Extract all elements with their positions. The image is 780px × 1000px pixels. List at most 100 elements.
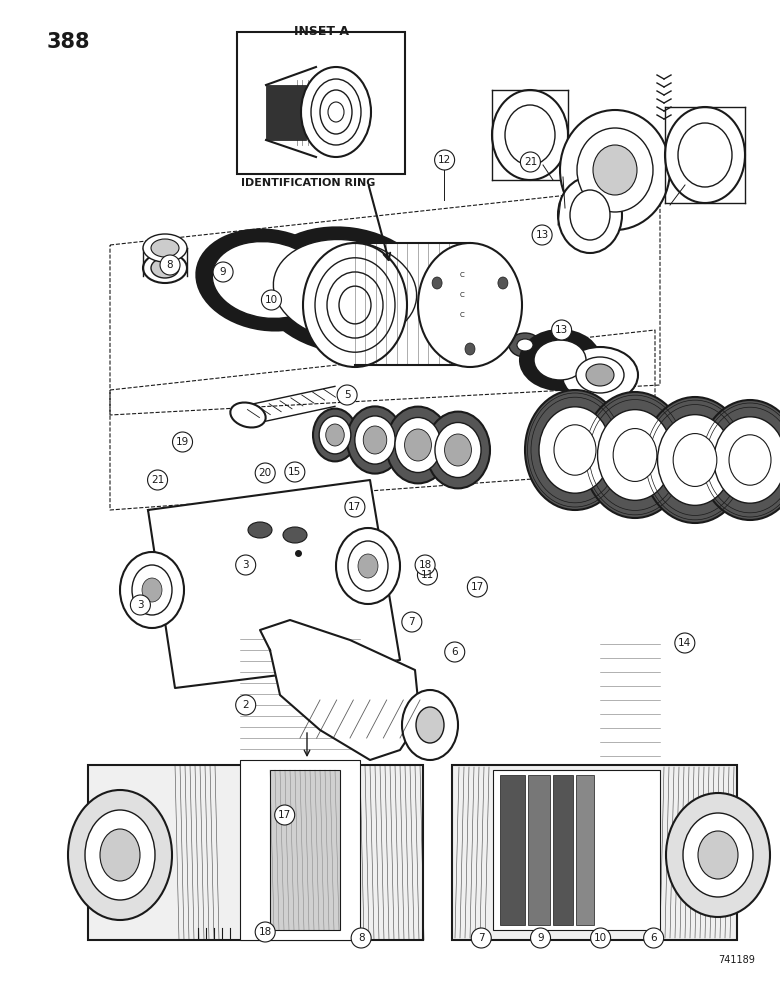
Circle shape [261, 290, 282, 310]
Text: 19: 19 [176, 437, 189, 447]
Text: 9: 9 [537, 933, 544, 943]
Bar [270, 770, 340, 930]
Ellipse shape [402, 690, 458, 760]
Ellipse shape [700, 400, 780, 520]
Ellipse shape [520, 330, 600, 390]
Ellipse shape [576, 357, 624, 393]
Text: 388: 388 [47, 32, 90, 52]
Polygon shape [355, 243, 470, 365]
Text: 11: 11 [421, 570, 434, 580]
Ellipse shape [593, 145, 637, 195]
Text: 5: 5 [344, 390, 350, 400]
Text: 18: 18 [259, 927, 271, 937]
Circle shape [213, 262, 233, 282]
Text: 3: 3 [243, 560, 249, 570]
Ellipse shape [319, 416, 351, 454]
Bar [576, 775, 594, 925]
Text: C: C [459, 272, 464, 278]
Circle shape [402, 612, 422, 632]
Polygon shape [266, 85, 306, 140]
Ellipse shape [197, 229, 339, 331]
Ellipse shape [336, 528, 400, 604]
Ellipse shape [313, 409, 357, 461]
Text: INSET A: INSET A [293, 25, 349, 38]
Circle shape [130, 595, 151, 615]
Ellipse shape [257, 227, 433, 353]
Ellipse shape [435, 422, 481, 478]
Circle shape [160, 255, 180, 275]
Text: 13: 13 [555, 325, 568, 335]
Ellipse shape [355, 416, 395, 464]
Circle shape [532, 225, 552, 245]
Ellipse shape [570, 190, 610, 240]
Ellipse shape [248, 522, 272, 538]
Ellipse shape [100, 829, 140, 881]
Ellipse shape [554, 425, 596, 475]
Text: 15: 15 [289, 467, 301, 477]
Circle shape [172, 432, 193, 452]
Ellipse shape [143, 234, 187, 262]
Text: 14: 14 [679, 638, 691, 648]
Circle shape [445, 642, 465, 662]
Ellipse shape [698, 831, 738, 879]
Ellipse shape [673, 434, 717, 486]
Text: 17: 17 [278, 810, 291, 820]
Text: 9: 9 [220, 267, 226, 277]
Ellipse shape [613, 429, 657, 481]
Ellipse shape [386, 407, 450, 483]
Text: IDENTIFICATION RING: IDENTIFICATION RING [241, 178, 375, 188]
Ellipse shape [348, 541, 388, 591]
Circle shape [236, 555, 256, 575]
Ellipse shape [562, 347, 638, 403]
Text: 13: 13 [536, 230, 548, 240]
Text: 10: 10 [594, 933, 607, 943]
Ellipse shape [230, 403, 266, 427]
Text: 8: 8 [358, 933, 364, 943]
Ellipse shape [492, 90, 568, 180]
Ellipse shape [525, 390, 625, 510]
Ellipse shape [303, 243, 407, 367]
Circle shape [530, 928, 551, 948]
Circle shape [551, 320, 572, 340]
Text: 20: 20 [259, 468, 271, 478]
Ellipse shape [405, 429, 431, 461]
Ellipse shape [418, 243, 522, 367]
Ellipse shape [658, 415, 732, 505]
Ellipse shape [505, 105, 555, 165]
Ellipse shape [151, 258, 179, 278]
Circle shape [351, 928, 371, 948]
FancyBboxPatch shape [88, 765, 423, 940]
Ellipse shape [583, 392, 687, 518]
Ellipse shape [586, 364, 614, 386]
Ellipse shape [68, 790, 172, 920]
Ellipse shape [714, 417, 780, 503]
Text: C: C [459, 292, 464, 298]
Ellipse shape [597, 410, 672, 500]
Ellipse shape [666, 793, 770, 917]
Ellipse shape [363, 426, 387, 454]
Polygon shape [260, 620, 420, 760]
Circle shape [345, 497, 365, 517]
Circle shape [275, 805, 295, 825]
Circle shape [471, 928, 491, 948]
Ellipse shape [445, 434, 471, 466]
Ellipse shape [509, 333, 541, 357]
Ellipse shape [132, 565, 172, 615]
Text: 21: 21 [151, 475, 164, 485]
Bar [237, 32, 405, 174]
Circle shape [675, 633, 695, 653]
Text: 3: 3 [137, 600, 144, 610]
Ellipse shape [358, 554, 378, 578]
Ellipse shape [517, 339, 533, 351]
Ellipse shape [143, 253, 187, 283]
Ellipse shape [643, 397, 747, 523]
Ellipse shape [212, 242, 324, 318]
Text: 21: 21 [524, 157, 537, 167]
Bar [553, 775, 573, 925]
Text: 741189: 741189 [718, 955, 755, 965]
Circle shape [644, 928, 664, 948]
Circle shape [337, 385, 357, 405]
Ellipse shape [283, 527, 307, 543]
Circle shape [520, 152, 541, 172]
Ellipse shape [426, 412, 490, 488]
